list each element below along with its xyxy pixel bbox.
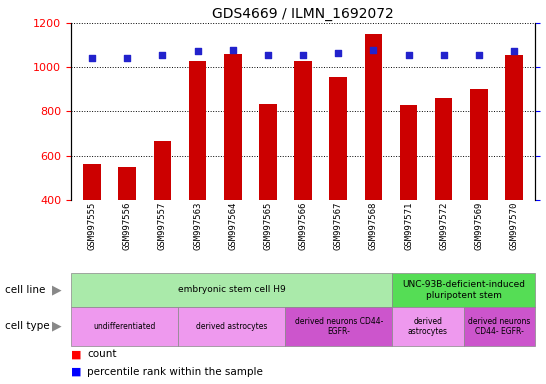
Point <box>474 52 483 58</box>
Text: GSM997569: GSM997569 <box>474 202 483 250</box>
Text: GSM997563: GSM997563 <box>193 202 202 250</box>
Bar <box>189 61 206 288</box>
Bar <box>71 307 178 346</box>
Point <box>404 52 413 58</box>
Point <box>228 46 237 53</box>
Text: cell line: cell line <box>5 285 46 295</box>
Point <box>264 52 272 58</box>
Bar <box>178 307 285 346</box>
Text: GSM997556: GSM997556 <box>123 202 132 250</box>
Point <box>299 52 307 58</box>
Text: derived neurons CD44-
EGFR-: derived neurons CD44- EGFR- <box>294 317 383 336</box>
Text: percentile rank within the sample: percentile rank within the sample <box>87 367 263 377</box>
Bar <box>84 164 101 288</box>
Bar <box>71 273 392 307</box>
Bar <box>329 77 347 288</box>
Text: GSM997572: GSM997572 <box>439 202 448 250</box>
Text: GSM997566: GSM997566 <box>299 202 307 250</box>
Point <box>440 52 448 58</box>
Bar <box>392 307 464 346</box>
Point <box>158 52 167 58</box>
Bar <box>118 167 136 288</box>
Bar <box>392 273 535 307</box>
Bar <box>285 307 392 346</box>
Text: embryonic stem cell H9: embryonic stem cell H9 <box>178 285 286 295</box>
Text: ■: ■ <box>71 367 81 377</box>
Bar <box>365 34 382 288</box>
Text: undifferentiated: undifferentiated <box>93 322 156 331</box>
Bar <box>470 89 488 288</box>
Title: GDS4669 / ILMN_1692072: GDS4669 / ILMN_1692072 <box>212 7 394 21</box>
Text: GSM997570: GSM997570 <box>509 202 519 250</box>
Bar <box>153 141 171 288</box>
Text: count: count <box>87 349 117 359</box>
Point <box>123 55 132 61</box>
Bar <box>435 98 453 288</box>
Text: derived astrocytes: derived astrocytes <box>196 322 268 331</box>
Text: ■: ■ <box>71 349 81 359</box>
Text: GSM997571: GSM997571 <box>404 202 413 250</box>
Bar <box>294 61 312 288</box>
Text: GSM997568: GSM997568 <box>369 202 378 250</box>
Text: GSM997567: GSM997567 <box>334 202 343 250</box>
Text: GSM997557: GSM997557 <box>158 202 167 250</box>
Point <box>334 50 342 56</box>
Text: ▶: ▶ <box>52 320 62 333</box>
Bar <box>400 105 417 288</box>
Bar <box>259 104 277 288</box>
Bar <box>464 307 535 346</box>
Point <box>88 55 97 61</box>
Bar <box>505 55 523 288</box>
Text: UNC-93B-deficient-induced
pluripotent stem: UNC-93B-deficient-induced pluripotent st… <box>402 280 525 300</box>
Text: derived neurons
CD44- EGFR-: derived neurons CD44- EGFR- <box>468 317 531 336</box>
Point <box>509 48 518 55</box>
Text: GSM997565: GSM997565 <box>263 202 272 250</box>
Point <box>193 48 202 55</box>
Text: ▶: ▶ <box>52 283 62 296</box>
Bar <box>224 54 241 288</box>
Point <box>369 46 378 53</box>
Text: derived
astrocytes: derived astrocytes <box>408 317 448 336</box>
Text: GSM997555: GSM997555 <box>87 202 97 250</box>
Text: GSM997564: GSM997564 <box>228 202 237 250</box>
Text: cell type: cell type <box>5 321 50 331</box>
